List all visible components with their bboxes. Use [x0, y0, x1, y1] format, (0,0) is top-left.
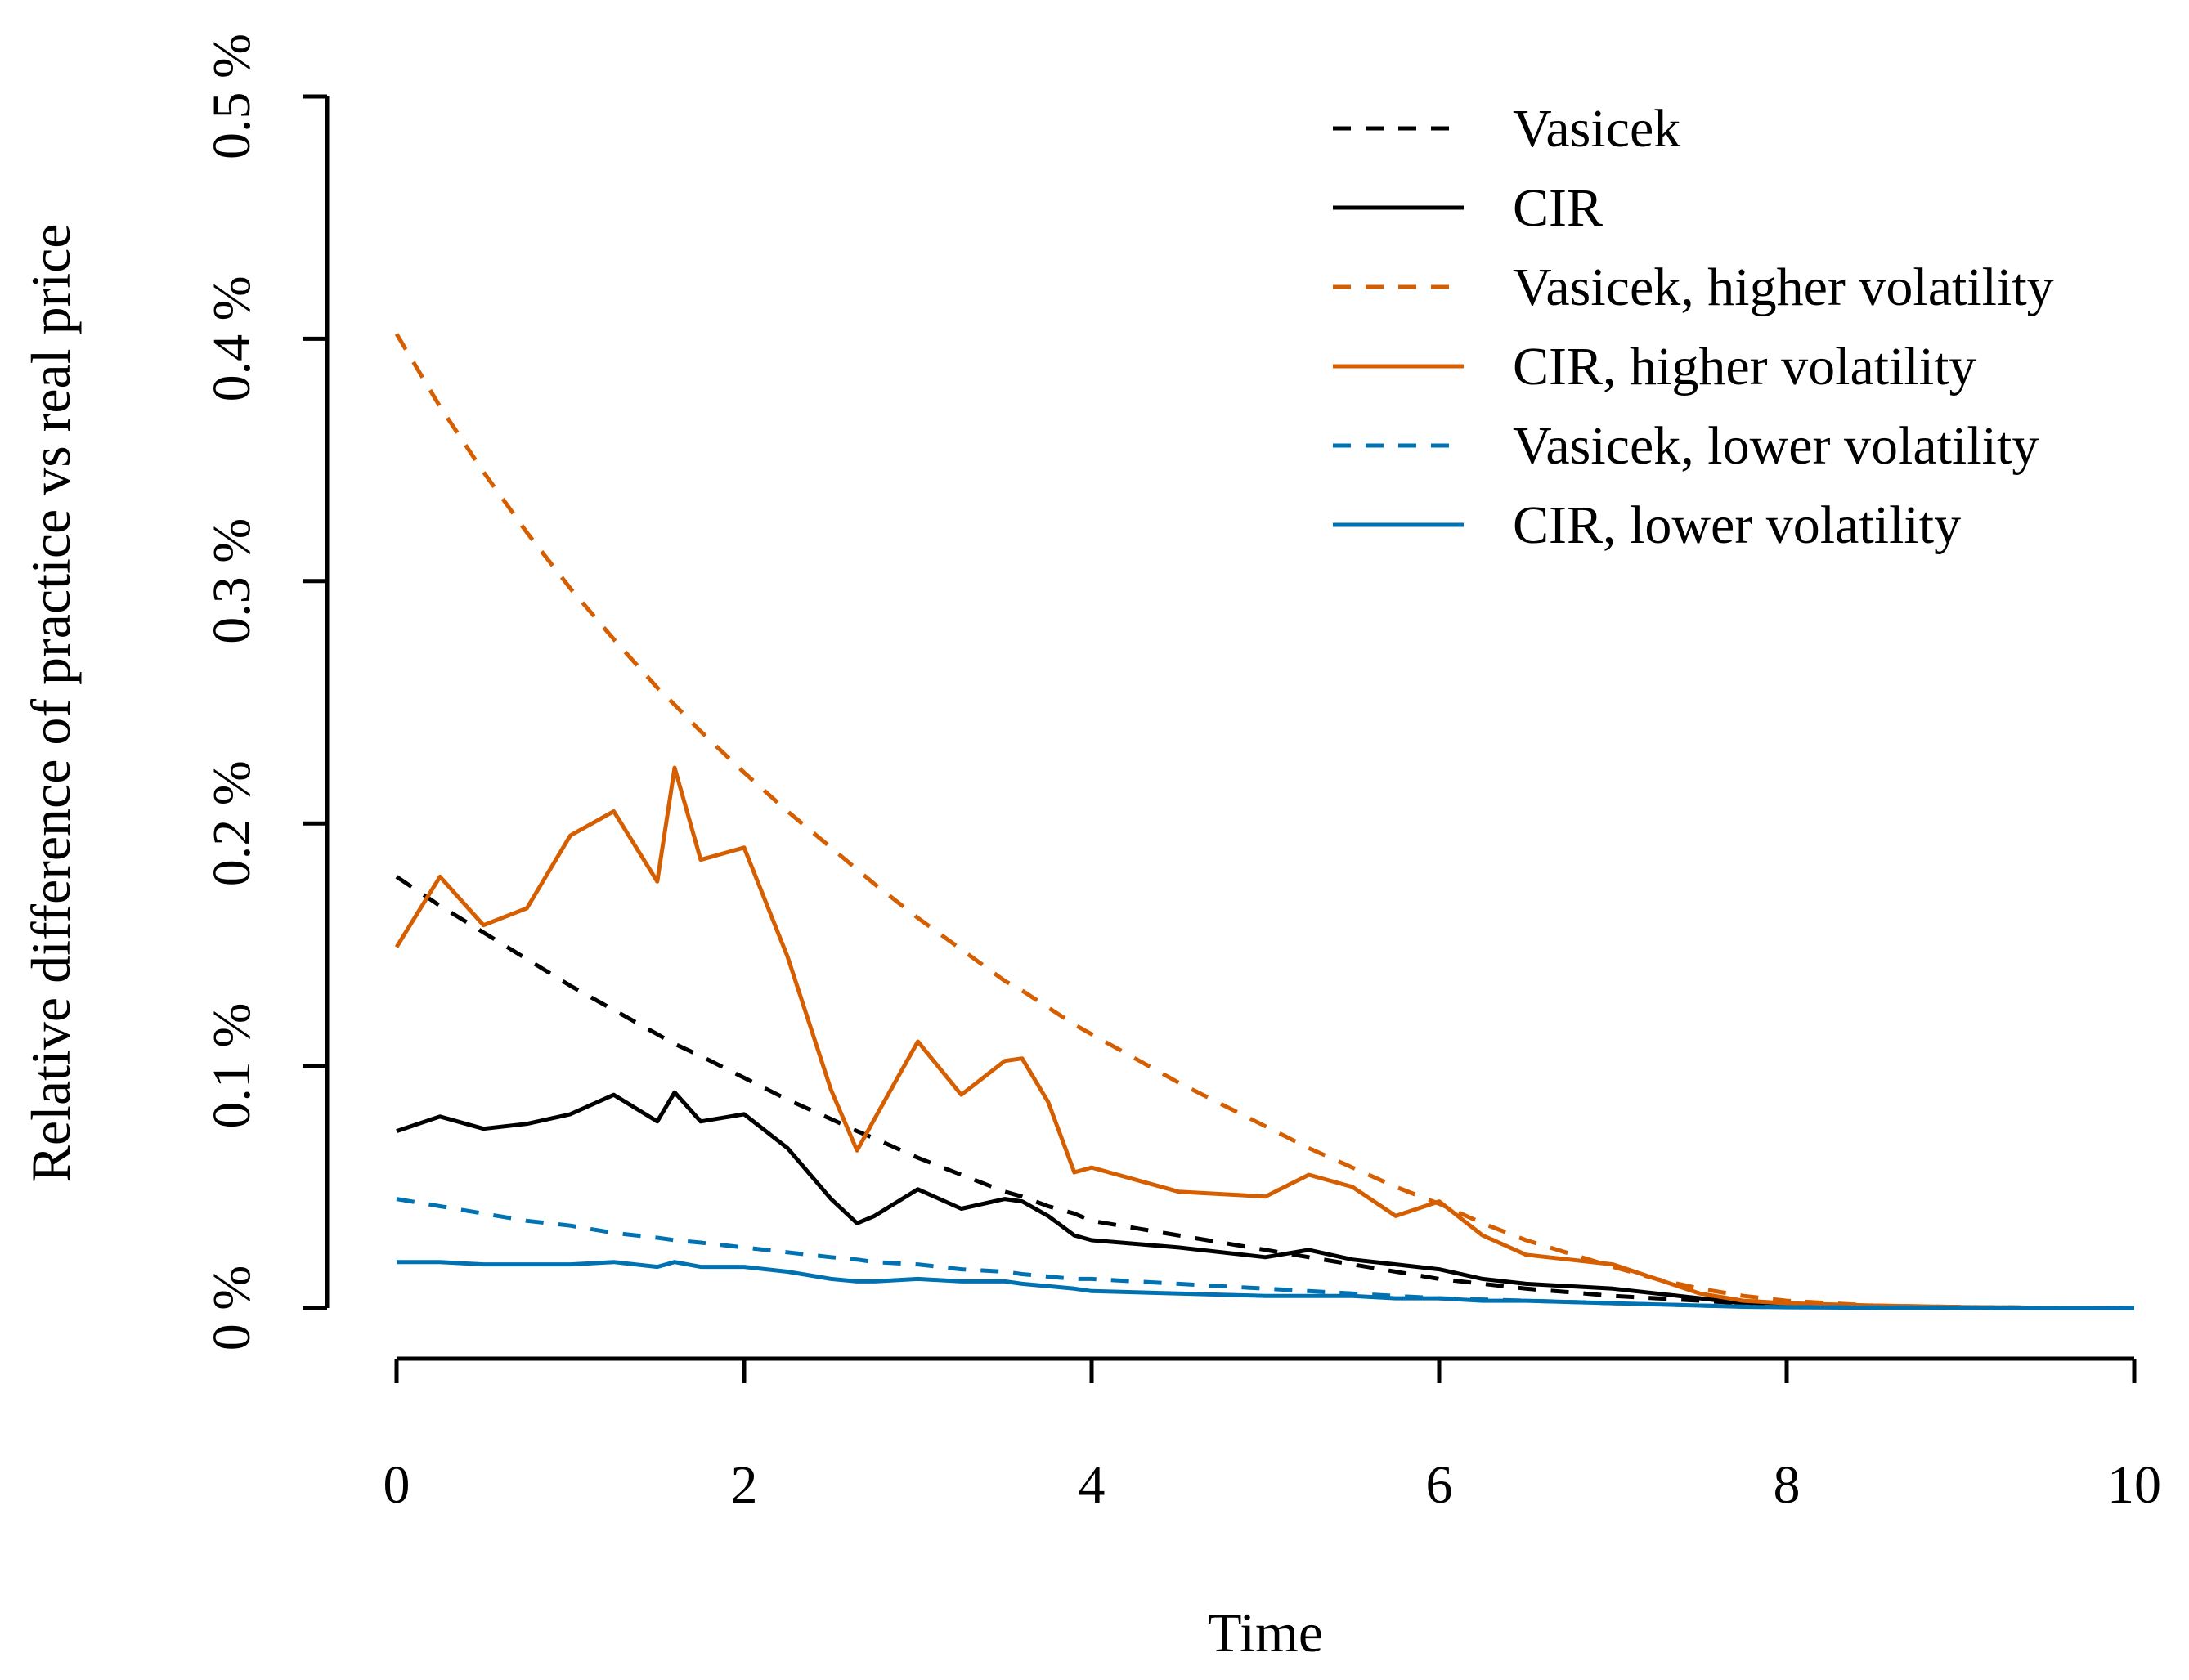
series-line-4	[394, 765, 2135, 1310]
series-line-3	[394, 333, 2135, 1310]
axes: 0 % 0.1 % 0.2 % 0.3 % 0.4 % 0.5 % 0 2 4 6 8 10	[202, 34, 2161, 1515]
y-axis-title: Relative difference of practice vs real …	[20, 224, 82, 1183]
x-tick-label: 0	[384, 1455, 410, 1515]
legend-label: Vasicek, higher volatility	[1513, 258, 2054, 317]
x-ticks: 0 2 4 6 8 10	[384, 1359, 2161, 1515]
legend-label: CIR	[1513, 178, 1603, 238]
legend-label: CIR, lower volatility	[1513, 495, 1961, 555]
x-tick-label: 10	[2107, 1455, 2161, 1515]
y-ticks: 0 % 0.1 % 0.2 % 0.3 % 0.4 % 0.5 %	[202, 34, 327, 1351]
x-tick-label: 6	[1426, 1455, 1453, 1515]
y-tick-label: 0.3 %	[202, 518, 262, 644]
y-tick-label: 0.2 %	[202, 760, 262, 886]
x-tick-label: 4	[1079, 1455, 1106, 1515]
legend-label: CIR, higher volatility	[1513, 337, 1976, 396]
legend-label: Vasicek, lower volatility	[1513, 416, 2039, 476]
y-tick-label: 0 %	[202, 1266, 262, 1351]
series-line-2	[396, 1090, 2135, 1310]
series-layer	[394, 333, 2135, 1310]
x-tick-label: 8	[1774, 1455, 1801, 1515]
series-line-1	[395, 875, 2135, 1310]
series-line-5	[396, 1197, 2134, 1310]
series-line-6	[397, 1260, 2134, 1310]
y-tick-label: 0.5 %	[202, 34, 262, 159]
y-tick-label: 0.1 %	[202, 1003, 262, 1129]
legend: Vasicek CIR Vasicek, higher volatility CIR,…	[1333, 99, 2054, 555]
x-tick-label: 2	[731, 1455, 758, 1515]
legend-label: Vasicek	[1513, 99, 1680, 159]
y-tick-label: 0.4 %	[202, 276, 262, 401]
x-axis-title: Time	[1208, 1602, 1323, 1664]
